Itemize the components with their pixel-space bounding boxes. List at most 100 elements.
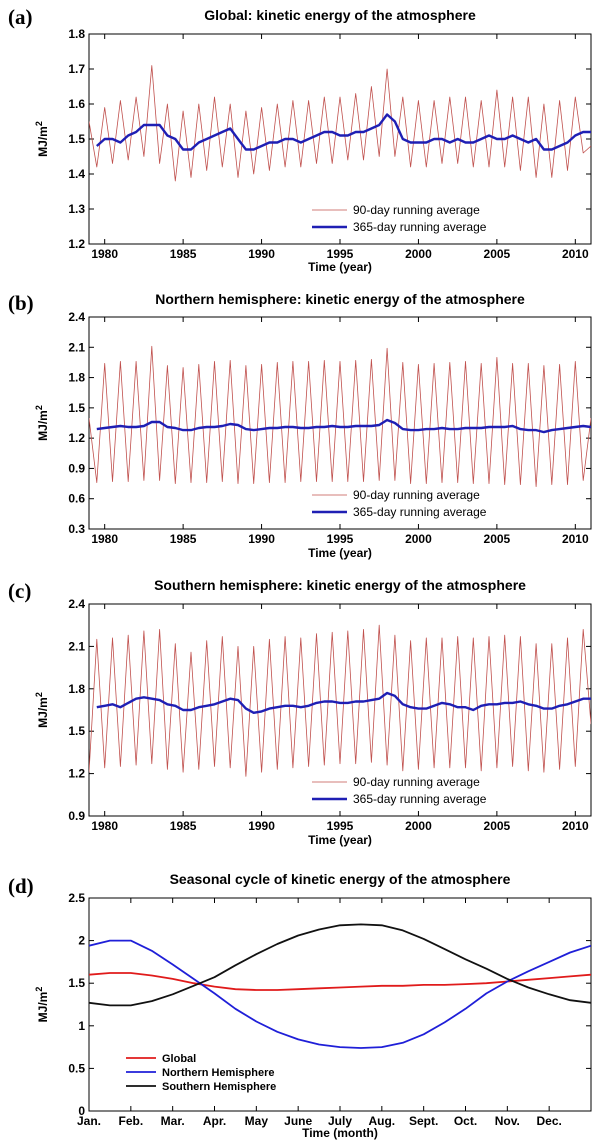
x-tick-label: 1985 — [170, 819, 197, 833]
y-axis-label-sup: 2 — [34, 692, 44, 697]
y-tick-label: 1.4 — [68, 167, 85, 181]
legend-entry: 365-day running average — [353, 220, 487, 234]
y-axis-label: MJ/m2 — [34, 405, 50, 441]
y-tick-label: 2.1 — [68, 639, 85, 653]
chart-title: Seasonal cycle of kinetic energy of the … — [170, 871, 511, 887]
y-tick-label: 1.8 — [68, 371, 85, 385]
x-tick-label: May — [245, 1114, 269, 1128]
x-tick-label: 1980 — [91, 247, 118, 261]
y-axis-label-sup: 2 — [34, 405, 44, 410]
y-tick-label: 2.4 — [68, 597, 85, 611]
y-tick-label: 2 — [78, 934, 85, 948]
series-line-southern-hemisphere — [89, 923, 591, 1007]
x-tick-label: 2005 — [484, 819, 511, 833]
legend-entry: 365-day running average — [353, 505, 487, 519]
y-tick-label: 0.9 — [68, 809, 85, 823]
y-tick-label: 0.3 — [68, 522, 85, 536]
x-tick-label: Sept. — [409, 1114, 438, 1128]
x-tick-label: 1995 — [327, 532, 354, 546]
y-tick-label: 0.5 — [68, 1061, 85, 1075]
y-tick-label: 1.5 — [68, 132, 85, 146]
x-tick-label: 1985 — [170, 247, 197, 261]
y-tick-label: 0.9 — [68, 461, 85, 475]
y-axis-label-base: MJ/m — [36, 126, 50, 157]
y-tick-label: 1.5 — [68, 976, 85, 990]
y-tick-label: 1.8 — [68, 27, 85, 41]
chart-panel-a: (a) Global: kinetic energy of the atmosph… — [8, 5, 592, 274]
panel-label: (d) — [8, 874, 34, 898]
panel-label: (c) — [8, 579, 31, 603]
x-tick-label: Oct. — [454, 1114, 477, 1128]
legend-entry: 365-day running average — [353, 792, 487, 806]
x-tick-label: Mar. — [161, 1114, 185, 1128]
y-axis-label: MJ/m2 — [34, 121, 50, 157]
x-tick-label: 1990 — [248, 247, 275, 261]
legend-entry: 90-day running average — [353, 203, 480, 217]
panel-label: (a) — [8, 5, 33, 29]
y-tick-label: 0.6 — [68, 492, 85, 506]
plot-frame — [88, 33, 592, 245]
series-line-365-day-running-average — [96, 691, 591, 714]
y-tick-label: 1.5 — [68, 401, 85, 415]
y-tick-label: 1.8 — [68, 682, 85, 696]
x-axis-label: Time (year) — [308, 260, 372, 274]
x-tick-label: Aug. — [368, 1114, 395, 1128]
series-line-365-day-running-average — [96, 113, 591, 151]
legend-entry: 90-day running average — [353, 488, 480, 502]
y-tick-label: 1.2 — [68, 767, 85, 781]
x-tick-label: 2000 — [405, 532, 432, 546]
y-axis-label: MJ/m2 — [34, 987, 50, 1023]
x-tick-label: 2005 — [484, 532, 511, 546]
y-axis-label-base: MJ/m — [36, 697, 50, 728]
y-tick-label: 1.3 — [68, 202, 85, 216]
x-tick-label: Feb. — [118, 1114, 143, 1128]
plot-frame — [88, 316, 592, 530]
x-axis-label: Time (year) — [308, 546, 372, 560]
y-tick-label: 1.6 — [68, 97, 85, 111]
chart-title: Northern hemisphere: kinetic energy of t… — [155, 291, 525, 307]
x-tick-label: 2010 — [562, 247, 589, 261]
series-line-northern-hemisphere — [89, 939, 591, 1049]
x-tick-label: 2010 — [562, 819, 589, 833]
chart-panel-b: (b) Northern hemisphere: kinetic energy o… — [8, 291, 592, 560]
x-tick-label: 1995 — [327, 819, 354, 833]
legend-entry: Northern Hemisphere — [162, 1067, 274, 1079]
series-line-90-day-running-average — [89, 345, 591, 488]
x-axis-label: Time (month) — [302, 1126, 378, 1140]
y-tick-label: 2.5 — [68, 891, 85, 905]
x-tick-label: Dec. — [536, 1114, 561, 1128]
chart-title: Southern hemisphere: kinetic energy of t… — [154, 577, 526, 593]
y-tick-label: 1.2 — [68, 431, 85, 445]
y-tick-label: 2.4 — [68, 310, 85, 324]
y-tick-label: 1.7 — [68, 62, 85, 76]
x-tick-label: 1990 — [248, 819, 275, 833]
y-tick-label: 1.5 — [68, 724, 85, 738]
y-axis-label-sup: 2 — [34, 121, 44, 126]
chart-title: Global: kinetic energy of the atmosphere — [204, 7, 476, 23]
x-tick-label: 2010 — [562, 532, 589, 546]
series-line-90-day-running-average — [89, 65, 591, 182]
plot-frame — [88, 897, 592, 1112]
y-axis-label-base: MJ/m — [36, 992, 50, 1023]
y-axis-label: MJ/m2 — [34, 692, 50, 728]
x-tick-label: 1990 — [248, 532, 275, 546]
x-tick-label: Nov. — [495, 1114, 520, 1128]
x-tick-label: 2005 — [484, 247, 511, 261]
legend-entry: 90-day running average — [353, 775, 480, 789]
y-tick-label: 1 — [78, 1019, 85, 1033]
y-tick-label: 1.2 — [68, 237, 85, 251]
x-tick-label: 1980 — [91, 819, 118, 833]
x-tick-label: Jan. — [77, 1114, 101, 1128]
y-tick-label: 0 — [78, 1104, 85, 1118]
chart-panel-d: (d) Seasonal cycle of kinetic energy of t… — [8, 871, 592, 1140]
chart-panel-c: (c) Southern hemisphere: kinetic energy o… — [8, 577, 592, 847]
x-tick-label: Apr. — [203, 1114, 226, 1128]
x-tick-label: 2000 — [405, 819, 432, 833]
x-tick-label: 1980 — [91, 532, 118, 546]
x-axis-label: Time (year) — [308, 833, 372, 847]
y-axis-label-base: MJ/m — [36, 410, 50, 441]
x-tick-label: 1985 — [170, 532, 197, 546]
legend-entry: Southern Hemisphere — [162, 1081, 276, 1093]
x-tick-label: June — [284, 1114, 312, 1128]
y-axis-label-sup: 2 — [34, 987, 44, 992]
